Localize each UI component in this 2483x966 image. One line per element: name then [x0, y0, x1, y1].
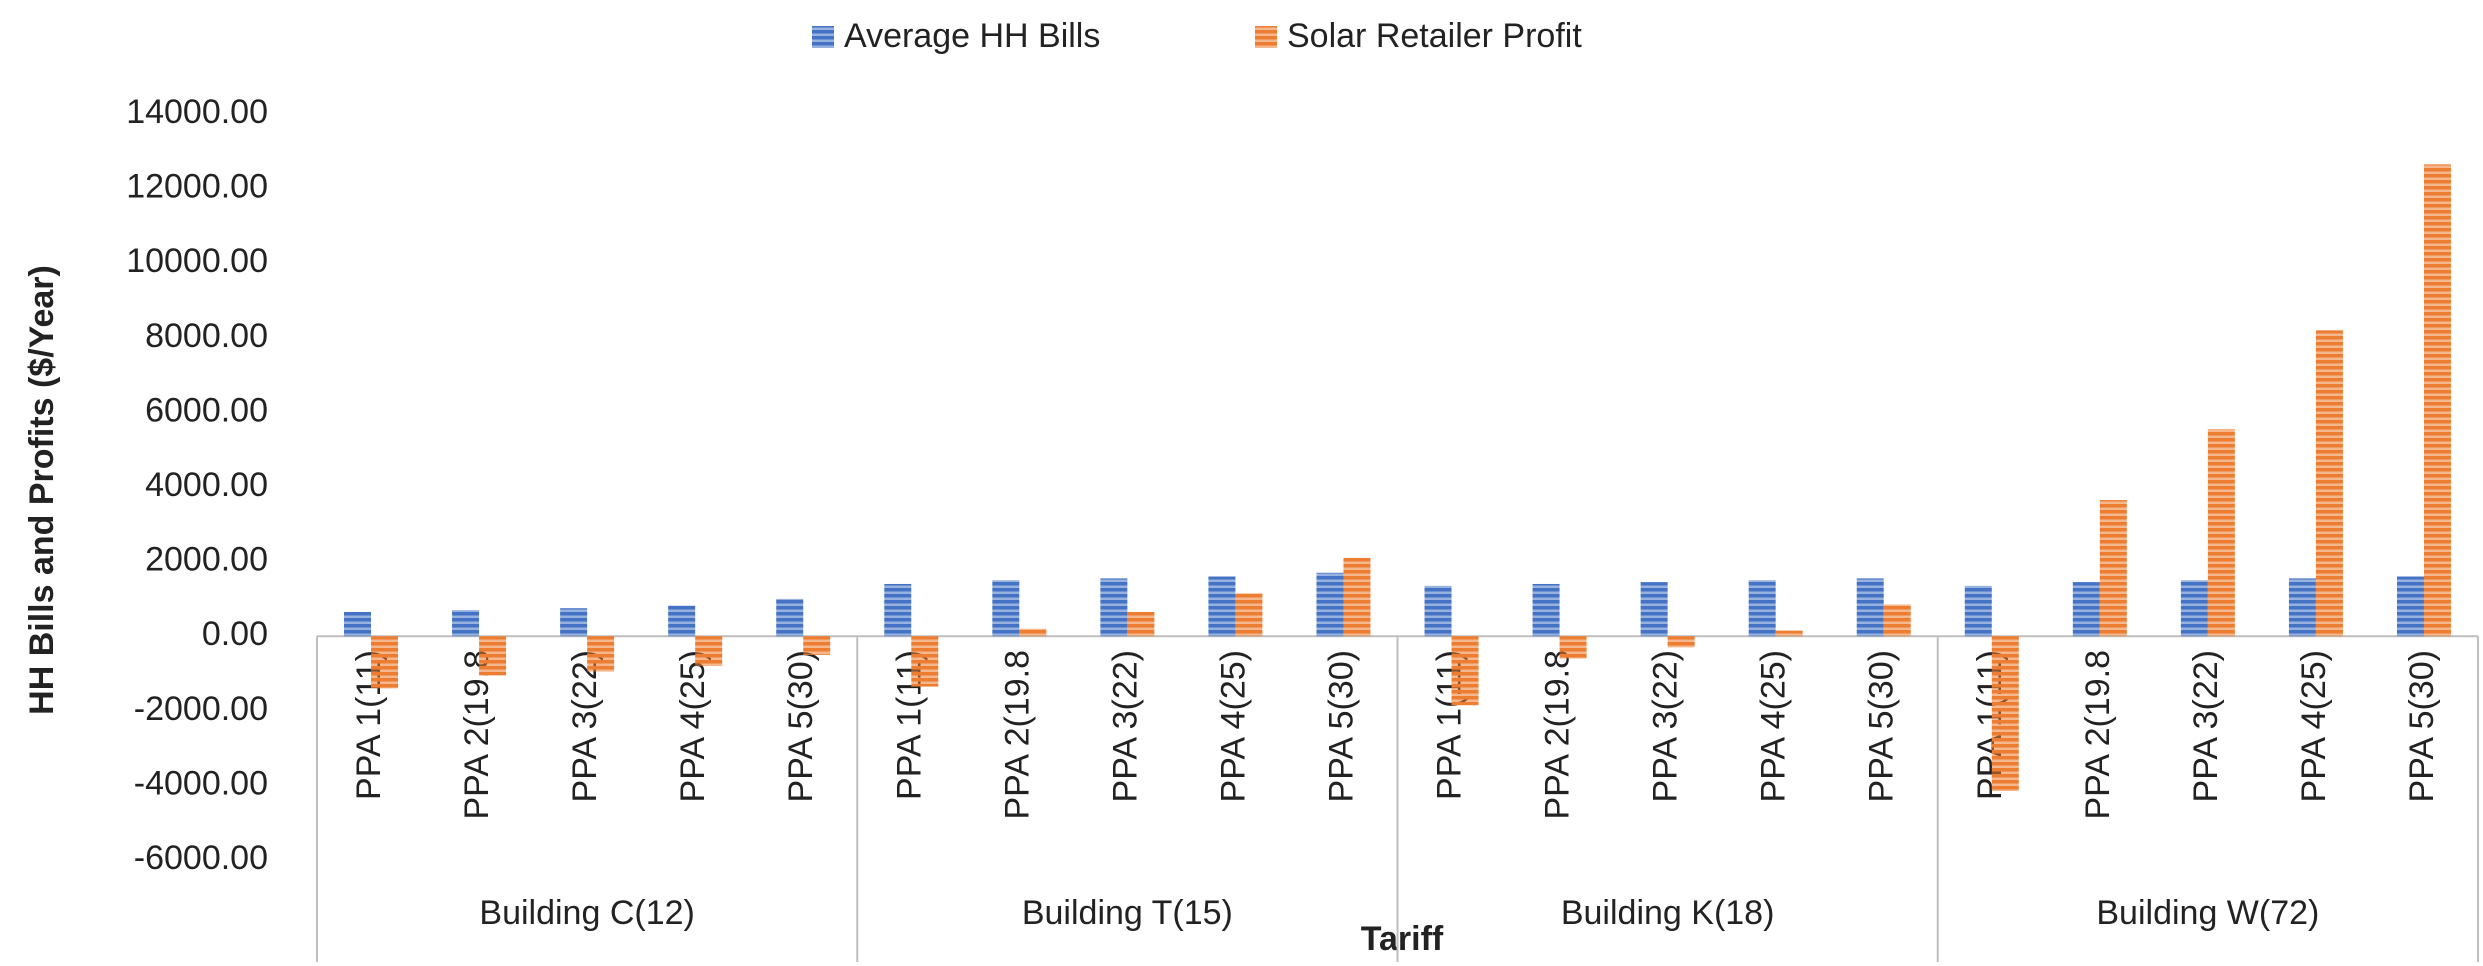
group-label: Building C(12) [479, 894, 694, 932]
bar [2288, 578, 2316, 637]
bar [2180, 580, 2208, 637]
bar [1559, 636, 1587, 659]
y-tick-label: 0.00 [202, 615, 268, 653]
bar [2315, 330, 2343, 637]
bar [1964, 585, 1992, 637]
bar [803, 636, 831, 655]
x-tick-label: PPA 3(22) [2187, 650, 2225, 802]
bar [1775, 630, 1803, 637]
bar [1532, 583, 1560, 637]
bar [695, 636, 723, 667]
bar [344, 611, 372, 637]
bar [668, 605, 696, 637]
bar [992, 580, 1020, 637]
y-tick-label: 10000.00 [126, 242, 268, 280]
group-label: Building K(18) [1561, 894, 1775, 932]
bar [1667, 636, 1695, 648]
y-tick-label: -2000.00 [134, 690, 268, 728]
legend-swatch [812, 26, 834, 48]
bar [1208, 576, 1236, 637]
bar [1991, 636, 2019, 791]
bar [2099, 500, 2127, 637]
legend-label: Solar Retailer Profit [1287, 17, 1582, 55]
bar [1883, 604, 1911, 637]
x-axis-title: Tariff [1361, 920, 1444, 958]
bar [1424, 585, 1452, 637]
bar [560, 608, 588, 637]
x-tick-label: PPA 3(22) [1647, 650, 1685, 802]
bar [1451, 636, 1479, 706]
bar [1127, 611, 1155, 637]
bar [1019, 628, 1047, 637]
y-tick-label: 14000.00 [126, 93, 268, 131]
bar [1748, 580, 1776, 637]
x-tick-label: PPA 2(19.8 [2079, 650, 2117, 820]
x-tick-label: PPA 4(25) [1755, 650, 1793, 802]
bar [1856, 578, 1884, 637]
bar [1343, 557, 1371, 637]
y-tick-label: 2000.00 [145, 541, 268, 579]
x-tick-label: PPA 2(19.8 [998, 650, 1036, 820]
x-tick-label: PPA 5(30) [2403, 650, 2441, 802]
x-tick-label: PPA 4(25) [674, 650, 712, 802]
bar [2396, 576, 2424, 637]
y-tick-label: 8000.00 [145, 317, 268, 355]
bar [1316, 572, 1344, 637]
x-tick-label: PPA 4(25) [2295, 650, 2333, 802]
y-tick-label: 6000.00 [145, 391, 268, 429]
group-label: Building W(72) [2096, 894, 2319, 932]
group-label: Building T(15) [1022, 894, 1233, 932]
bar [911, 636, 939, 687]
bar [2423, 164, 2451, 637]
x-tick-label: PPA 5(30) [782, 650, 820, 802]
x-tick-label: PPA 5(30) [1322, 650, 1360, 802]
x-tick-label: PPA 4(25) [1214, 650, 1252, 802]
y-tick-label: -4000.00 [134, 764, 268, 802]
bar [587, 636, 615, 672]
bar [1640, 582, 1668, 637]
y-tick-label: 12000.00 [126, 168, 268, 206]
bar [776, 598, 804, 637]
bar [1235, 593, 1263, 637]
y-axis-title: HH Bills and Profits ($/Year) [23, 265, 61, 715]
legend-label: Average HH Bills [844, 17, 1100, 55]
bar [371, 636, 399, 689]
x-tick-label: PPA 5(30) [1863, 650, 1901, 802]
y-tick-label: -6000.00 [134, 839, 268, 877]
x-tick-label: PPA 2(19.8 [458, 650, 496, 820]
x-tick-label: PPA 3(22) [566, 650, 604, 802]
bar [2072, 582, 2100, 637]
bar [884, 583, 912, 637]
y-tick-label: 4000.00 [145, 466, 268, 504]
bar [452, 610, 480, 637]
bar [2207, 429, 2235, 637]
legend-swatch [1255, 26, 1277, 48]
x-tick-label: PPA 2(19.8 [1539, 650, 1577, 820]
bar [1100, 578, 1128, 637]
bar [479, 636, 507, 676]
x-tick-label: PPA 3(22) [1106, 650, 1144, 802]
